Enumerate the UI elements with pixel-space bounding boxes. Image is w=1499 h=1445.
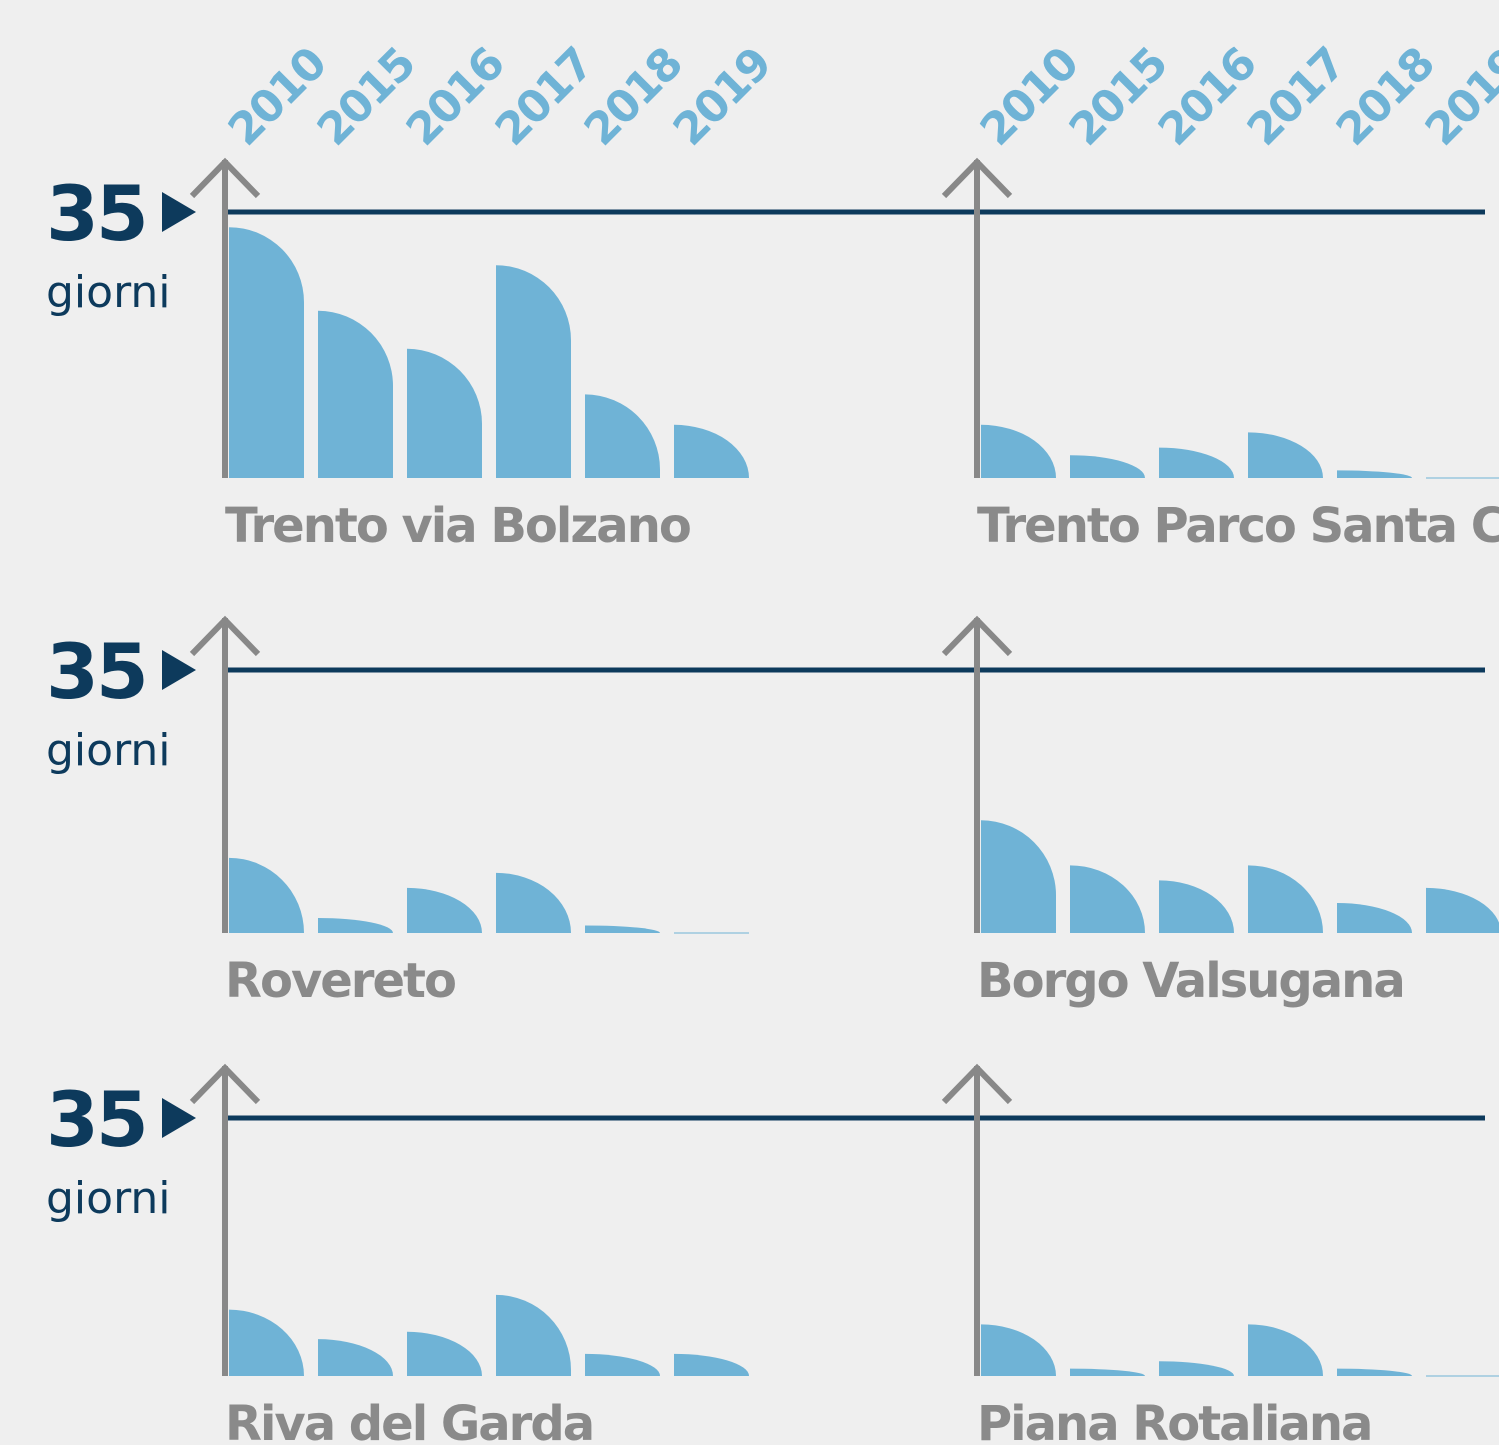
x-tick-label: 2010 xyxy=(971,39,1088,156)
threshold-pointer xyxy=(162,1098,196,1138)
bar xyxy=(585,925,660,933)
panel-title: Piana Rotaliana xyxy=(977,1396,1371,1445)
bar xyxy=(981,820,1056,933)
threshold-pointer xyxy=(162,650,196,690)
bar xyxy=(496,872,571,933)
bar xyxy=(229,857,304,933)
axis-arrowhead xyxy=(189,1063,261,1105)
bar xyxy=(1248,432,1323,478)
bar xyxy=(1159,1361,1234,1376)
panel-title: Rovereto xyxy=(225,953,455,1009)
bar xyxy=(1159,880,1234,933)
axis-arrowhead xyxy=(941,1063,1013,1105)
bar xyxy=(1337,902,1412,933)
panel-title: Trento via Bolzano xyxy=(225,498,690,554)
bar xyxy=(496,1294,571,1376)
axis-arrowhead xyxy=(189,615,261,657)
bar xyxy=(981,1324,1056,1376)
axis-arrowhead xyxy=(189,157,261,199)
x-tick-label: 2015 xyxy=(308,39,425,156)
bar xyxy=(1159,447,1234,478)
bar xyxy=(1248,1324,1323,1376)
bar xyxy=(496,265,571,478)
x-tick-label: 2015 xyxy=(1060,39,1177,156)
x-tick-label: 2018 xyxy=(575,39,692,156)
threshold-label: giorni xyxy=(46,725,171,776)
bar xyxy=(1248,865,1323,933)
bar xyxy=(229,227,304,478)
threshold-label: giorni xyxy=(46,267,171,318)
bar xyxy=(1070,1368,1145,1376)
bar xyxy=(1337,1368,1412,1376)
x-tick-label: 2019 xyxy=(664,39,781,156)
bar xyxy=(318,917,393,933)
bar xyxy=(407,348,482,478)
bar xyxy=(585,1353,660,1376)
x-tick-label: 2017 xyxy=(486,39,603,156)
axis-arrowhead xyxy=(941,615,1013,657)
x-tick-label: 2016 xyxy=(397,39,514,156)
panel-title: Trento Parco Santa Chiara xyxy=(977,498,1499,554)
panel-title: Riva del Garda xyxy=(225,1396,593,1445)
x-tick-label: 2019 xyxy=(1416,39,1499,156)
bar xyxy=(981,424,1056,478)
threshold-value: 35 xyxy=(46,1075,146,1164)
axis-arrowhead xyxy=(941,157,1013,199)
threshold-value: 35 xyxy=(46,169,146,258)
bar xyxy=(674,424,749,478)
bar xyxy=(1070,865,1145,933)
bar xyxy=(585,394,660,478)
bar xyxy=(674,1353,749,1376)
threshold-pointer xyxy=(162,192,196,232)
bar xyxy=(1070,455,1145,478)
panel-title: Borgo Valsugana xyxy=(977,953,1404,1009)
bar xyxy=(229,1309,304,1376)
bar xyxy=(407,1331,482,1376)
threshold-label: giorni xyxy=(46,1173,171,1224)
bar xyxy=(318,310,393,478)
threshold-value: 35 xyxy=(46,627,146,716)
bar xyxy=(407,887,482,933)
x-tick-label: 2018 xyxy=(1327,39,1444,156)
x-tick-label: 2016 xyxy=(1149,39,1266,156)
bar xyxy=(318,1339,393,1376)
bar xyxy=(1337,470,1412,478)
x-tick-label: 2017 xyxy=(1238,39,1355,156)
x-tick-label: 2010 xyxy=(219,39,336,156)
bar xyxy=(1426,887,1499,933)
